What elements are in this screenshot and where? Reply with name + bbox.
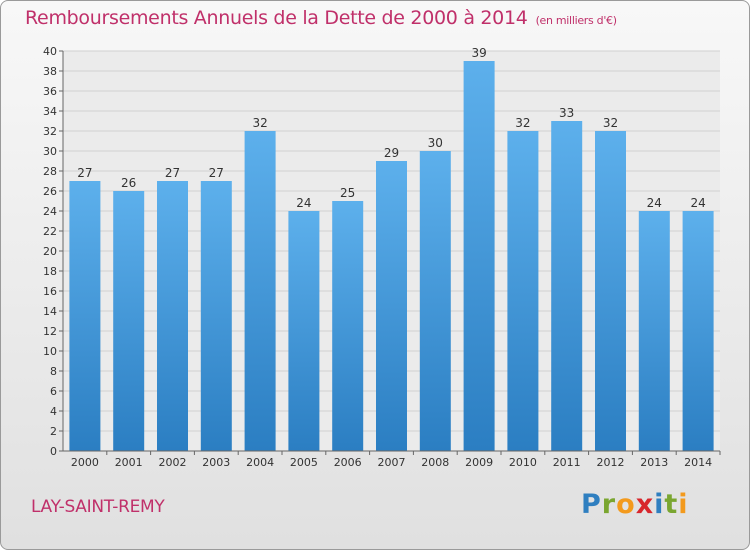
- bars: [69, 61, 714, 451]
- y-tick-label: 22: [43, 225, 57, 238]
- y-tick-label: 38: [43, 65, 57, 78]
- x-tick-labels: 2000 2001 2002 2003 2004 2005 2006 2007 2008 2009…: [71, 456, 712, 469]
- logo-letter: x: [635, 489, 655, 520]
- y-tick-label: 8: [50, 365, 57, 378]
- y-tick-label: 4: [50, 405, 57, 418]
- y-tick-label: 26: [43, 185, 57, 198]
- bar: [376, 161, 407, 451]
- y-tick-label: 30: [43, 145, 57, 158]
- chart-title: Remboursements Annuels de la Dette de 20…: [25, 7, 617, 29]
- bar: [551, 121, 583, 451]
- y-tick-label: 12: [43, 325, 57, 338]
- bar: [419, 151, 451, 451]
- x-tick-label: 2008: [421, 456, 449, 469]
- y-tick-label: 32: [43, 125, 57, 138]
- data-label: 27: [165, 166, 180, 180]
- x-tick-label: 2009: [465, 456, 493, 469]
- x-tick-label: 2014: [684, 456, 712, 469]
- x-tick-label: 2004: [246, 456, 274, 469]
- data-label: 29: [384, 146, 399, 160]
- chart-title-text: Remboursements Annuels de la Dette de 20…: [25, 7, 528, 29]
- x-tick-label: 2002: [159, 456, 187, 469]
- data-label: 27: [209, 166, 224, 180]
- x-tick-label: 2001: [115, 456, 143, 469]
- data-label: 25: [340, 186, 355, 200]
- data-label: 24: [296, 196, 311, 210]
- bar: [200, 181, 232, 451]
- bar: [69, 181, 101, 451]
- data-label: 27: [77, 166, 92, 180]
- y-tick-label: 18: [43, 265, 57, 278]
- y-tick-label: 40: [43, 45, 57, 58]
- bar: [113, 191, 145, 451]
- x-tick-label: 2012: [597, 456, 625, 469]
- y-tick-label: 16: [43, 285, 57, 298]
- y-tick-label: 24: [43, 205, 57, 218]
- data-label: 39: [471, 46, 486, 60]
- bar: [682, 211, 714, 451]
- proxiti-logo: Proxiti: [581, 489, 689, 520]
- data-label: 26: [121, 176, 136, 190]
- logo-letter: i: [654, 489, 665, 520]
- y-tick-label: 0: [50, 445, 57, 458]
- town-name: LAY-SAINT-REMY: [31, 497, 165, 517]
- axes: [59, 50, 721, 455]
- x-tick-label: 2003: [202, 456, 230, 469]
- x-tick-label: 2006: [334, 456, 362, 469]
- y-tick-label: 28: [43, 165, 57, 178]
- chart-subtitle: (en milliers d'€): [535, 14, 617, 27]
- x-tick-label: 2000: [71, 456, 99, 469]
- y-tick-label: 36: [43, 85, 57, 98]
- y-tick-label: 14: [43, 305, 57, 318]
- bar: [332, 201, 364, 451]
- y-tick-label: 34: [43, 105, 57, 118]
- data-label: 32: [252, 116, 267, 130]
- x-tick-label: 2007: [378, 456, 406, 469]
- bar: [244, 131, 276, 451]
- x-tick-label: 2013: [640, 456, 668, 469]
- bar: [507, 131, 539, 451]
- bar: [595, 131, 626, 451]
- x-tick-label: 2010: [509, 456, 537, 469]
- y-tick-label: 20: [43, 245, 57, 258]
- x-tick-label: 2005: [290, 456, 318, 469]
- data-label: 30: [428, 136, 443, 150]
- logo-letter: i: [678, 489, 689, 520]
- bar: [157, 181, 188, 451]
- data-labels: 27 26 27 27 32 24 25 29 30 39 32 33 32 24 24: [77, 46, 705, 210]
- data-label: 32: [603, 116, 618, 130]
- bar: [288, 211, 320, 451]
- y-tick-label: 6: [50, 385, 57, 398]
- data-label: 33: [559, 106, 574, 120]
- logo-letter: r: [601, 489, 617, 520]
- logo-letter: t: [664, 489, 679, 520]
- y-tick-label: 10: [43, 345, 57, 358]
- bar: [638, 211, 670, 451]
- data-label: 32: [515, 116, 530, 130]
- data-label: 24: [690, 196, 705, 210]
- bar: [463, 61, 495, 451]
- x-tick-label: 2011: [553, 456, 581, 469]
- logo-letter: o: [616, 489, 636, 520]
- data-label: 24: [647, 196, 662, 210]
- logo-letter: P: [581, 489, 602, 520]
- y-tick-label: 2: [50, 425, 57, 438]
